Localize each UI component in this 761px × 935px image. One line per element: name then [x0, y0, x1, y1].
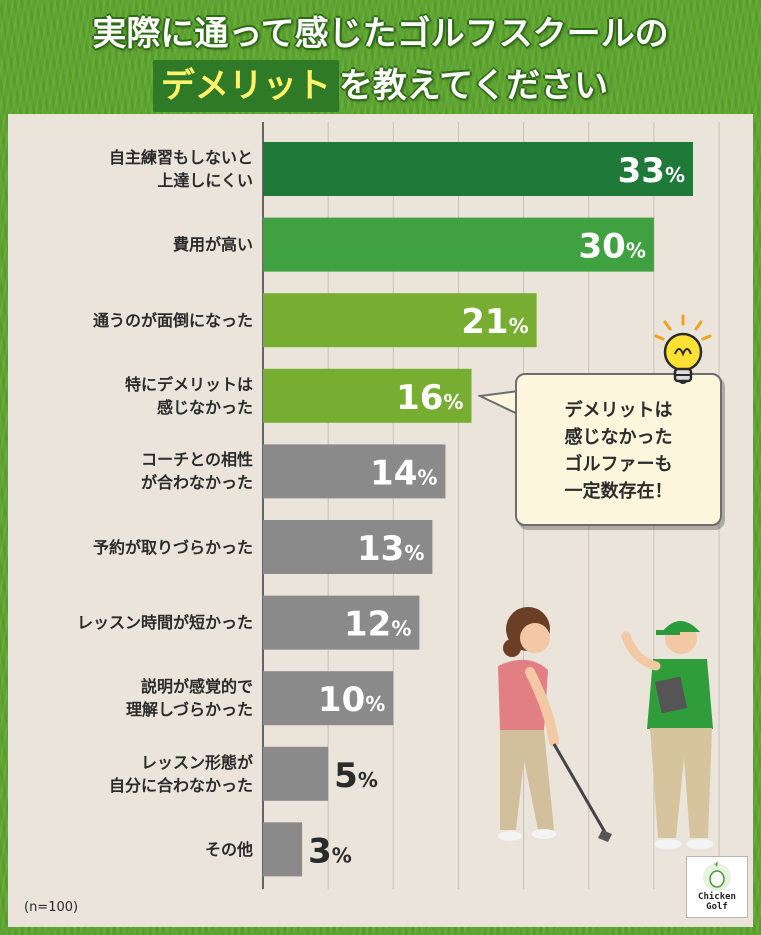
category-label-7: レッスン時間が短かった — [76, 613, 253, 633]
bar-5 — [263, 444, 446, 499]
logo-text: Chicken Golf — [698, 892, 736, 912]
bar-4 — [263, 368, 472, 423]
sample-size-note: (n=100) — [24, 900, 79, 915]
data-label-8: 10% — [318, 680, 385, 720]
bar-6 — [263, 520, 433, 574]
bar-3 — [263, 293, 537, 348]
data-label-10: 3% — [308, 831, 352, 871]
callout-bubble: デメリットは 感じなかった ゴルファーも 一定数存在！ — [515, 373, 722, 526]
bar-8 — [263, 671, 394, 726]
bar-9 — [263, 746, 329, 801]
chicken-icon — [703, 861, 731, 891]
data-label-1: 33% — [618, 151, 685, 191]
category-label-10: その他 — [204, 839, 253, 859]
golf-coach-and-student-illustration — [498, 607, 714, 849]
category-label-5: コーチとの相性 が合わなかった — [140, 450, 253, 493]
lightbulb-icon — [654, 314, 712, 384]
category-label-8: 説明が感覚的で 理解しづらかった — [125, 677, 253, 720]
title-highlight: デメリット — [152, 60, 339, 112]
data-label-3: 21% — [461, 302, 528, 342]
title-line-2-rest: を教えてください — [338, 66, 609, 106]
bar-10 — [263, 822, 303, 877]
bar-chart: 33% 30% 21% 16% 14% 13% 12% 10% 5% 3% — [262, 122, 720, 889]
data-label-7: 12% — [344, 605, 411, 645]
category-label-2: 費用が高い — [172, 235, 253, 255]
page-title: 実際に通って感じたゴルフスクールの デメリット を教えてください — [0, 8, 761, 112]
category-label-9: レッスン形態が 自分に合わなかった — [108, 752, 253, 795]
data-label-2: 30% — [579, 227, 646, 267]
data-label-5: 14% — [370, 453, 437, 493]
category-label-1: 自主練習もしないと 上達しにくい — [108, 148, 253, 190]
bar-2 — [263, 217, 654, 272]
bar-1 — [263, 142, 693, 196]
title-line-2: デメリット を教えてください — [0, 60, 761, 112]
category-label-3: 通うのが面倒になった — [92, 310, 253, 330]
category-label-6: 予約が取りづらかった — [92, 537, 253, 557]
chart-panel: 33% 30% 21% 16% 14% 13% 12% 10% 5% 3% 自主練習もしないと 上… — [8, 114, 753, 927]
chicken-golf-logo: Chicken Golf — [686, 856, 748, 918]
bar-7 — [263, 595, 420, 650]
category-label-4: 特にデメリットは 感じなかった — [124, 374, 253, 417]
data-label-9: 5% — [334, 756, 378, 796]
data-label-6: 13% — [357, 529, 424, 569]
title-line-1: 実際に通って感じたゴルフスクールの — [92, 14, 669, 54]
data-label-4: 16% — [396, 378, 463, 418]
